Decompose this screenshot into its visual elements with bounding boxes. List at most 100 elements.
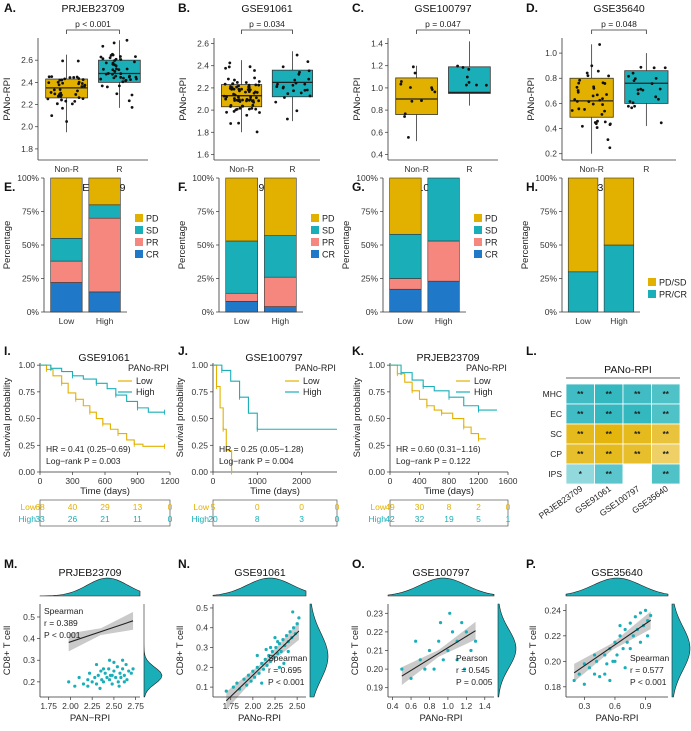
data-point	[115, 665, 119, 669]
data-point	[225, 95, 228, 99]
data-point	[235, 681, 239, 685]
legend-label: SD	[146, 226, 159, 236]
data-point	[251, 99, 254, 103]
data-point	[601, 81, 605, 85]
risk-table-cell: 0	[506, 502, 511, 512]
data-point	[224, 66, 227, 70]
data-point	[268, 645, 273, 650]
bar-segment-PR	[88, 217, 121, 293]
panel-label: P.	[526, 557, 536, 571]
data-point	[630, 106, 634, 110]
x-tick-label: 800	[442, 476, 456, 486]
data-point	[237, 95, 240, 99]
bar-segment-CR	[88, 291, 121, 313]
risk-table-cell: 33	[35, 514, 45, 524]
y-tick-label: 0.25	[368, 440, 385, 450]
bar-segment-PR	[389, 278, 422, 290]
data-point	[80, 85, 84, 88]
y-tick-label: 0.22	[366, 627, 383, 637]
data-point	[238, 89, 241, 93]
box-R	[98, 59, 141, 83]
data-point	[86, 678, 90, 682]
x-tick-label: 2.50	[289, 701, 306, 711]
data-point	[94, 662, 99, 667]
bar-segment-PR	[264, 276, 297, 307]
x-tick-label: 1.0	[442, 701, 454, 711]
data-point	[605, 93, 608, 96]
data-point	[70, 102, 74, 106]
data-point	[83, 83, 87, 87]
data-point	[229, 85, 232, 88]
correlation-method: Pearson	[456, 653, 488, 663]
heatmap-cell	[651, 463, 681, 485]
data-point	[465, 83, 468, 87]
data-point	[100, 678, 104, 682]
panel-title: GSE100797	[412, 567, 469, 579]
risk-table-cell: 5	[476, 514, 481, 524]
y-tick-label: 1.8	[197, 127, 209, 137]
y-tick-label: 0.75	[368, 387, 385, 397]
y-tick-label: 2.2	[21, 100, 33, 110]
data-point	[606, 138, 610, 141]
y-tick-label: 0.5	[196, 603, 208, 613]
y-tick-label: 50%	[197, 240, 214, 250]
data-point	[47, 81, 51, 85]
data-point	[437, 639, 441, 643]
y-tick-label: 0.3	[196, 643, 208, 653]
y-tick-label: 0.23	[366, 608, 383, 618]
x-tick-label: Non-R	[404, 164, 429, 174]
y-tick-label: 100%	[192, 173, 214, 183]
data-point	[596, 119, 599, 123]
regression-line	[401, 630, 476, 677]
x-tick-label: Non-R	[229, 164, 254, 174]
data-point	[409, 676, 413, 681]
significance-stars: **	[577, 390, 584, 399]
legend-label: PR/CR	[659, 290, 688, 300]
data-point	[229, 122, 233, 125]
risk-table-cell: 32	[415, 514, 425, 524]
y-tick-label: 1.00	[191, 360, 208, 370]
data-point	[119, 72, 123, 76]
x-tick-label: Non-R	[54, 164, 79, 174]
data-point	[654, 76, 658, 80]
data-point	[103, 671, 107, 675]
y-tick-label: 0.8	[371, 105, 383, 115]
data-point	[600, 113, 604, 116]
y-tick-label: 2.0	[21, 122, 33, 132]
legend-label: Low	[303, 376, 320, 386]
y-axis-label: PANo-RPI	[352, 77, 363, 120]
data-point	[116, 680, 120, 684]
data-point	[295, 53, 299, 57]
y-tick-label: 0.4	[371, 149, 383, 159]
data-point	[72, 76, 76, 79]
data-point	[257, 80, 261, 83]
risk-table-cell: 42	[385, 514, 395, 524]
panel-label: J.	[178, 344, 188, 358]
data-point	[81, 682, 86, 686]
y-tick-label: 0.4	[23, 634, 35, 644]
y-tick-label: 1.4	[371, 39, 383, 49]
data-point	[94, 682, 99, 686]
data-point	[86, 684, 90, 688]
legend-swatch-PD	[474, 214, 482, 222]
data-point	[244, 81, 248, 84]
data-point	[573, 98, 577, 101]
data-point	[572, 678, 576, 683]
data-point	[590, 64, 594, 68]
data-point	[265, 663, 269, 667]
bar-segment-PD/SD	[603, 177, 635, 246]
data-point	[641, 88, 645, 92]
bar-segment-PD	[225, 177, 258, 242]
data-point	[455, 658, 459, 662]
y-tick-label: 100%	[356, 173, 378, 183]
y-axis-label: PANo-RPI	[526, 77, 537, 120]
risk-table-cell: 8	[447, 502, 452, 512]
data-point	[101, 44, 105, 48]
data-point	[226, 77, 230, 81]
data-point	[410, 99, 414, 103]
legend-swatch-CR	[311, 250, 319, 258]
data-point	[75, 75, 79, 79]
legend-swatch-PR	[135, 238, 143, 246]
data-point	[235, 107, 239, 111]
data-point	[283, 96, 286, 99]
